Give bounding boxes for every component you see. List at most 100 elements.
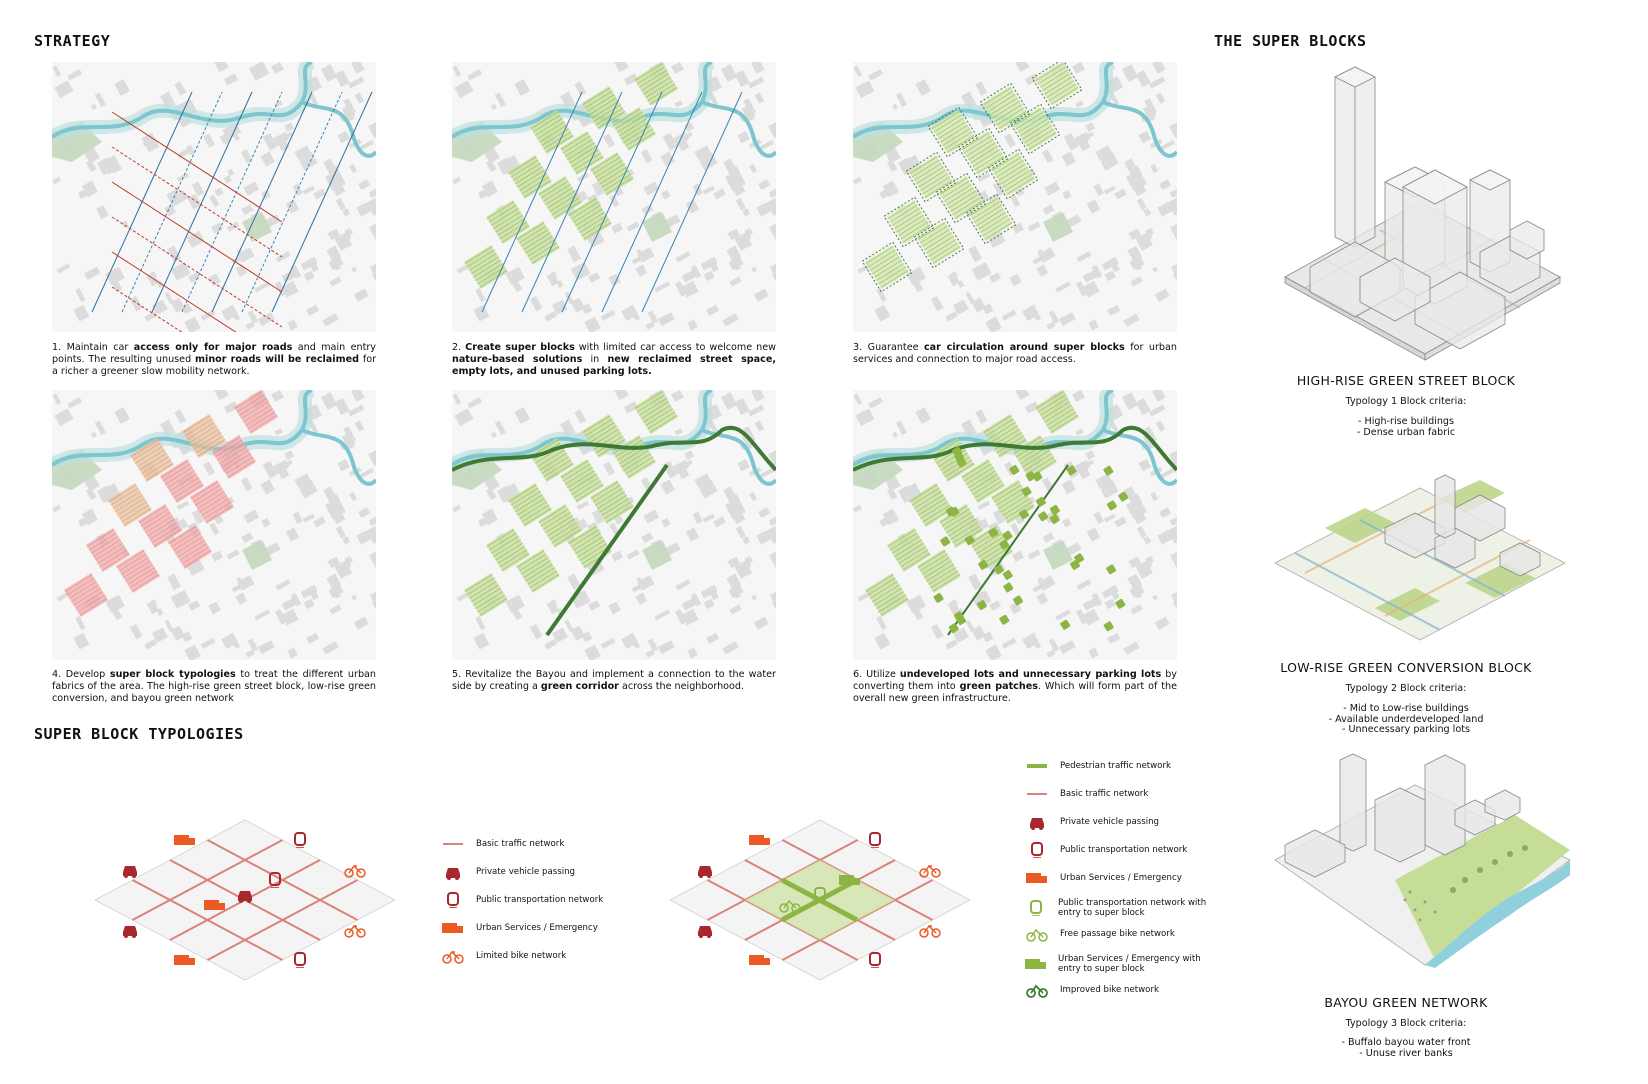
legend-label: Limited bike network xyxy=(476,951,567,961)
car-icon xyxy=(123,866,137,878)
legend-label: Private vehicle passing xyxy=(1060,817,1159,827)
typology-block xyxy=(63,572,109,618)
super-block-green xyxy=(463,572,509,618)
truck-icon xyxy=(174,835,195,845)
car-icon xyxy=(698,926,712,938)
super-block-green xyxy=(537,175,583,221)
green-patch xyxy=(1060,619,1071,630)
super-block-circ xyxy=(1034,62,1080,107)
green-tram-icon xyxy=(1024,900,1048,916)
green-patch xyxy=(1118,491,1129,502)
super-blocks-heading: THE SUPER BLOCKS xyxy=(1214,32,1367,50)
bike-icon xyxy=(344,924,366,938)
green-patch xyxy=(1025,471,1036,482)
green-bike-icon xyxy=(779,899,801,913)
green-patch xyxy=(999,614,1010,625)
road-arrow xyxy=(211,91,313,313)
legend-label: Improved bike network xyxy=(1060,985,1159,995)
car-icon xyxy=(238,891,252,903)
green-patch xyxy=(978,559,989,570)
legend-item: Private vehicle passing xyxy=(440,864,630,880)
green-corridor xyxy=(853,425,1177,472)
road-line xyxy=(207,879,358,961)
map-1-svg xyxy=(52,62,376,332)
green-patch xyxy=(1013,595,1024,606)
super-block-green xyxy=(886,527,932,573)
super-block-green xyxy=(864,572,910,618)
step-caption-6: 6. Utilize undeveloped lots and unnecess… xyxy=(853,669,1177,704)
block-2-title: LOW-RISE GREEN CONVERSION BLOCK xyxy=(1280,660,1532,675)
super-block-green xyxy=(611,106,657,152)
green-truck-icon xyxy=(839,875,860,885)
green-corridor xyxy=(452,425,776,472)
super-block-circ xyxy=(968,196,1014,242)
road-arrow xyxy=(481,91,583,313)
super-block-green xyxy=(960,458,1006,504)
typologies-heading: SUPER BLOCK TYPOLOGIES xyxy=(34,725,244,743)
block-3-item: - Buffalo bayou water front xyxy=(1341,1037,1471,1048)
super-block-green xyxy=(485,527,531,573)
super-block-green xyxy=(559,458,605,504)
road-arrow xyxy=(111,111,283,223)
typology-block xyxy=(167,524,213,570)
road-arrow xyxy=(111,181,283,293)
green-patch xyxy=(988,527,999,538)
map-2-svg xyxy=(452,62,776,332)
super-block-circ xyxy=(864,244,910,290)
typology-superblock-diagram xyxy=(669,819,971,981)
car-icon xyxy=(698,866,712,878)
high-rise-block-illustration xyxy=(1284,66,1561,361)
strategy-map-5 xyxy=(452,390,776,660)
legend-item: Private vehicle passing xyxy=(1024,814,1214,830)
road-line-icon xyxy=(440,836,466,852)
legend-item: Basic traffic network xyxy=(440,836,630,852)
super-block-green xyxy=(916,548,962,594)
legend-label: Urban Services / Emergency xyxy=(1060,873,1182,883)
step-caption-1: 1. Maintain car access only for major ro… xyxy=(52,342,377,377)
super-block-circ xyxy=(938,175,984,221)
green-patch xyxy=(1049,514,1060,524)
road-arrow xyxy=(271,91,373,313)
super-block-green xyxy=(515,548,561,594)
green-patch xyxy=(933,592,944,603)
bike-icon xyxy=(344,864,366,878)
green-truck-icon xyxy=(1024,956,1048,972)
truck-icon xyxy=(749,955,770,965)
tram-icon xyxy=(294,832,306,848)
low-rise-block-illustration xyxy=(1274,474,1566,641)
road-arrow xyxy=(181,91,283,313)
legend-item: Basic traffic network xyxy=(1024,786,1214,802)
super-block-circ xyxy=(960,130,1006,176)
legend-item: Improved bike network xyxy=(1024,982,1214,998)
green-corridor-spine xyxy=(545,463,669,637)
legend-label: Basic traffic network xyxy=(476,839,565,849)
legend-label: Basic traffic network xyxy=(1060,789,1149,799)
green-patch xyxy=(1002,530,1013,541)
green-patch xyxy=(993,564,1004,575)
green-patch xyxy=(1103,621,1114,632)
bayou-network-illustration xyxy=(1274,753,1571,968)
legend-label: Public transportation network xyxy=(1060,845,1188,855)
typology-block xyxy=(181,413,227,459)
block-3-item: - Unuse river banks xyxy=(1359,1047,1453,1059)
super-block-green xyxy=(1034,390,1080,435)
green-patch xyxy=(948,623,959,634)
pedestrian-line-icon xyxy=(1024,758,1050,774)
block-1-item: - High-rise buildings xyxy=(1357,416,1454,427)
tram-icon xyxy=(869,832,881,848)
super-block-circ xyxy=(982,85,1028,131)
green-tram-icon xyxy=(814,887,826,903)
green-patch xyxy=(1019,509,1030,520)
green-patch xyxy=(999,539,1010,550)
super-block-circ xyxy=(916,220,962,266)
typology-block xyxy=(233,390,279,435)
legend-item: Urban Services / Emergency xyxy=(440,920,630,936)
block-2-criteria: Typology 2 Block criteria: xyxy=(1345,683,1467,694)
map-4-svg xyxy=(52,390,376,660)
strategy-map-2 xyxy=(452,62,776,332)
block-1-item: - Dense urban fabric xyxy=(1356,426,1456,438)
green-patch xyxy=(1106,564,1117,575)
road-arrow xyxy=(111,216,283,328)
bike-icon xyxy=(440,948,466,964)
tram-icon xyxy=(1024,842,1050,858)
